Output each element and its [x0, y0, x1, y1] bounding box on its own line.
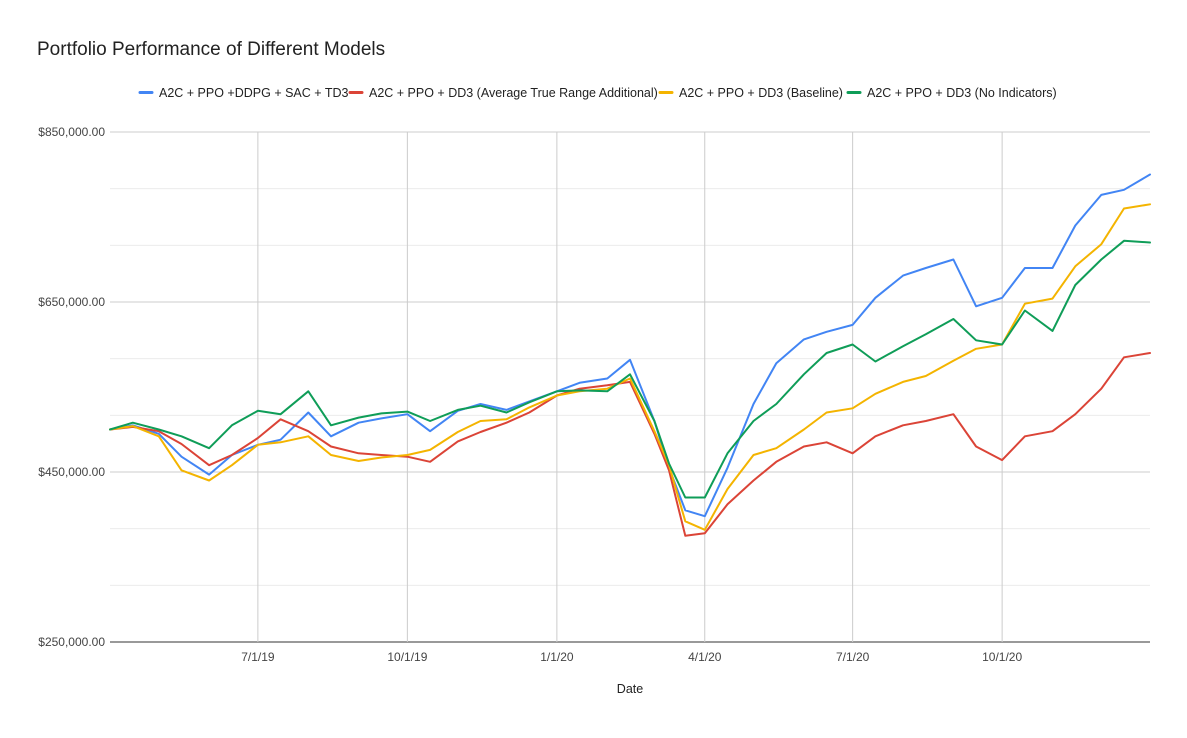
x-tick-label-2: 1/1/20 [540, 650, 574, 664]
x-tick-label-1: 10/1/19 [387, 650, 427, 664]
series-line-2 [109, 203, 1151, 531]
chart-title: Portfolio Performance of Different Model… [37, 39, 385, 60]
x-tick-label-3: 4/1/20 [688, 650, 722, 664]
y-tick-label-1: $450,000.00 [38, 465, 105, 479]
y-tick-label-2: $650,000.00 [38, 295, 105, 309]
x-tick-label-5: 10/1/20 [982, 650, 1022, 664]
series-line-3 [109, 239, 1151, 499]
legend-label-2: A2C + PPO + DD3 (Baseline) [679, 86, 843, 100]
legend-item-0: A2C + PPO +DDPG + SAC + TD3 [138, 86, 348, 100]
series-line-1 [109, 352, 1151, 537]
legend-item-2: A2C + PPO + DD3 (Baseline) [658, 86, 843, 100]
x-tick-label-4: 7/1/20 [836, 650, 870, 664]
y-tick-label-0: $250,000.00 [38, 635, 105, 649]
x-axis-ticks: 7/1/19 10/1/19 1/1/20 4/1/20 7/1/20 10/1/20 [241, 650, 1022, 664]
legend-label-3: A2C + PPO + DD3 (No Indicators) [867, 86, 1057, 100]
legend-label-1: A2C + PPO + DD3 (Average True Range Addi… [369, 86, 658, 100]
x-axis-title: Date [617, 682, 643, 696]
y-tick-label-3: $850,000.00 [38, 125, 105, 139]
grid-layer [110, 131, 1150, 643]
legend-item-3: A2C + PPO + DD3 (No Indicators) [846, 86, 1057, 100]
series-layer [109, 173, 1151, 537]
y-axis-ticks: $250,000.00 $450,000.00 $650,000.00 $850,00… [38, 125, 105, 649]
series-line-0 [109, 173, 1151, 518]
legend-item-1: A2C + PPO + DD3 (Average True Range Addi… [348, 86, 658, 100]
x-tick-label-0: 7/1/19 [241, 650, 275, 664]
legend: A2C + PPO +DDPG + SAC + TD3 A2C + PPO + D… [138, 86, 1057, 100]
legend-label-0: A2C + PPO +DDPG + SAC + TD3 [159, 86, 348, 100]
